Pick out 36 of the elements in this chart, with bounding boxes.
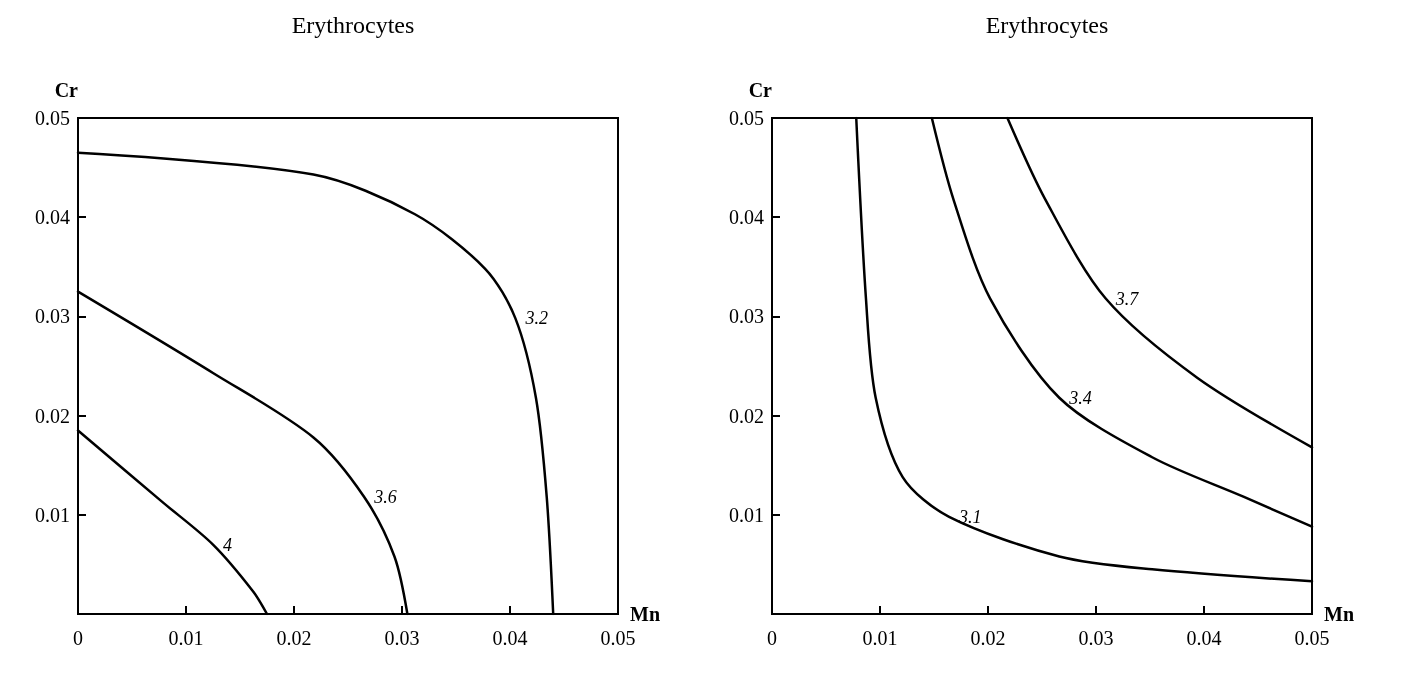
y-tick-label: 0.01	[729, 503, 764, 526]
line-series	[76, 151, 555, 616]
y-axis-title: Cr	[748, 79, 773, 101]
y-tick-label: 0.03	[729, 305, 764, 328]
series-label: 3.6	[373, 486, 397, 507]
x-tick-label: 0.05	[600, 627, 636, 649]
x-tick-label: 0.02	[970, 627, 1006, 649]
y-tick-label: 0.01	[35, 503, 70, 526]
line-series	[76, 429, 269, 616]
y-tick-label: 0.02	[35, 404, 70, 427]
x-tick-label: 0.03	[384, 627, 420, 649]
series-label: 4	[223, 534, 232, 555]
x-tick-label: 0.01	[168, 627, 204, 649]
line-series	[76, 290, 409, 616]
chart-title: Erythrocytes	[291, 12, 415, 38]
x-tick-label: 0.02	[276, 627, 312, 649]
x-tick-label: 0.03	[1078, 627, 1114, 649]
chart-title: Erythrocytes	[985, 12, 1109, 38]
series-label: 3.4	[1068, 387, 1092, 408]
x-tick-label: 0	[767, 627, 777, 649]
series-label: 3.2	[524, 308, 548, 329]
series-label: 3.7	[1114, 288, 1140, 309]
y-tick-label: 0.05	[35, 107, 70, 129]
y-tick-label: 0.03	[35, 305, 70, 328]
x-tick-label: 0.04	[492, 627, 528, 649]
x-tick-label: 0.04	[1186, 627, 1222, 649]
y-tick-label: 0.04	[729, 206, 764, 229]
y-tick-label: 0.04	[35, 206, 70, 229]
x-axis-title: Mn	[630, 603, 660, 625]
x-tick-label: 0	[73, 627, 83, 649]
x-tick-label: 0.05	[1294, 627, 1330, 649]
y-axis-title: Cr	[54, 79, 79, 101]
x-axis-title: Mn	[1324, 603, 1354, 625]
y-tick-label: 0.02	[729, 404, 764, 427]
y-tick-label: 0.05	[729, 107, 764, 129]
x-tick-label: 0.01	[862, 627, 898, 649]
